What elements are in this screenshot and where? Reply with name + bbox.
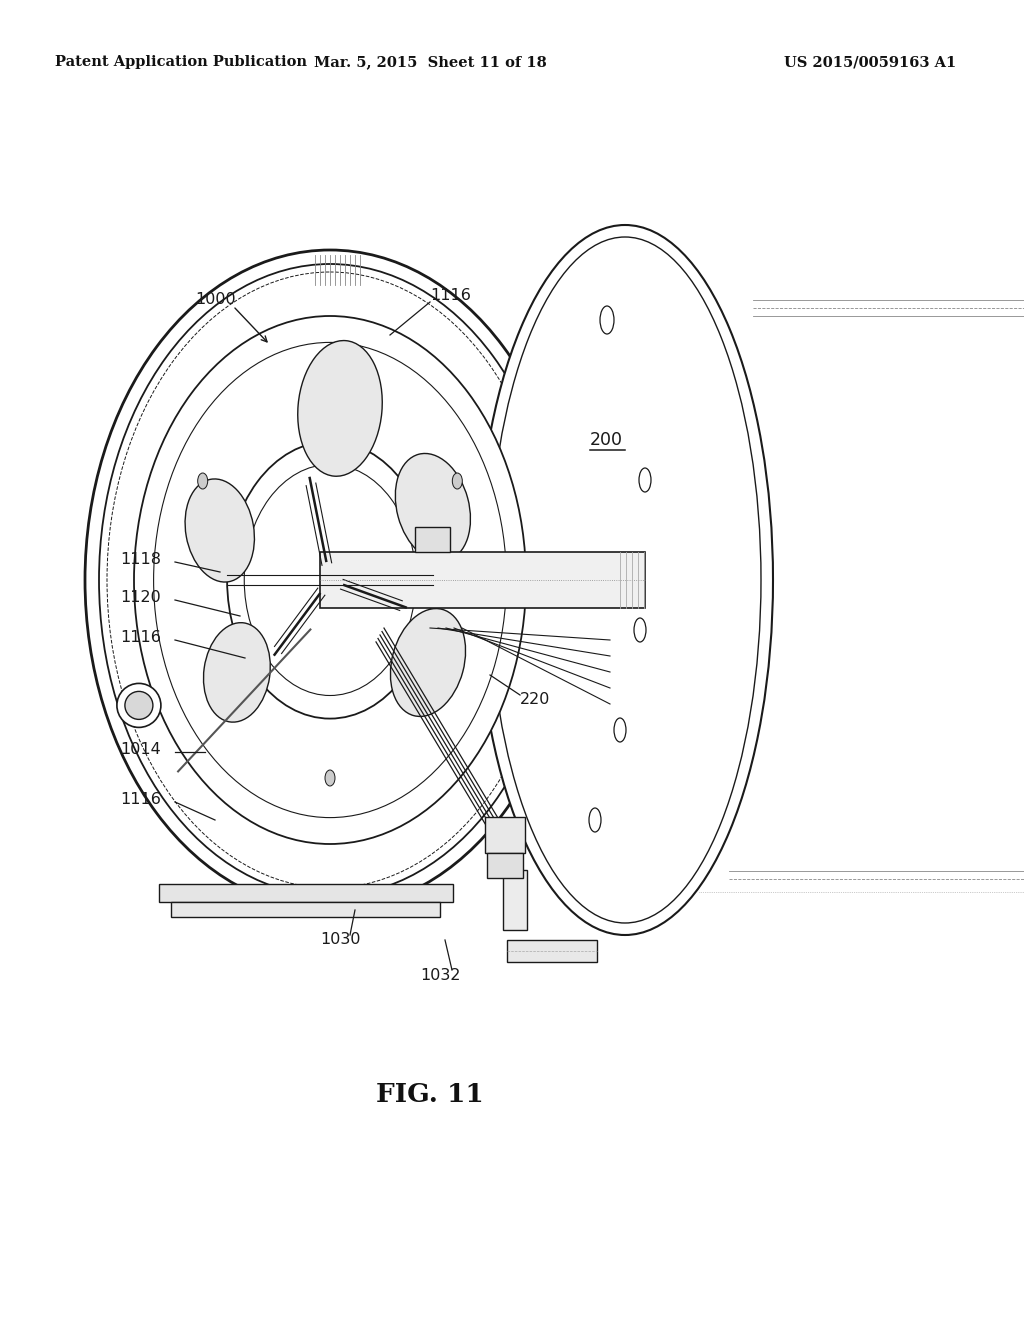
- Ellipse shape: [204, 623, 270, 722]
- Ellipse shape: [117, 684, 161, 727]
- Bar: [503, 870, 527, 931]
- Ellipse shape: [390, 609, 466, 717]
- Text: 200: 200: [590, 432, 623, 449]
- Ellipse shape: [589, 808, 601, 832]
- Ellipse shape: [227, 441, 433, 718]
- Text: 1030: 1030: [319, 932, 360, 948]
- Text: 1032: 1032: [420, 968, 461, 982]
- Text: 1118: 1118: [120, 553, 161, 568]
- Text: Mar. 5, 2015  Sheet 11 of 18: Mar. 5, 2015 Sheet 11 of 18: [313, 55, 547, 69]
- Text: 1116: 1116: [430, 288, 471, 302]
- Bar: [487, 853, 523, 878]
- Ellipse shape: [634, 618, 646, 642]
- Ellipse shape: [639, 469, 651, 492]
- Polygon shape: [319, 552, 645, 609]
- Text: 220: 220: [520, 693, 550, 708]
- Text: US 2015/0059163 A1: US 2015/0059163 A1: [784, 55, 956, 69]
- Ellipse shape: [614, 718, 626, 742]
- Ellipse shape: [185, 479, 254, 582]
- Ellipse shape: [125, 692, 153, 719]
- Text: 1120: 1120: [120, 590, 161, 606]
- Ellipse shape: [198, 473, 208, 488]
- Bar: [485, 817, 525, 853]
- Bar: [507, 940, 597, 962]
- Ellipse shape: [325, 770, 335, 785]
- Bar: [415, 527, 450, 552]
- Text: 1000: 1000: [195, 293, 236, 308]
- Text: 1014: 1014: [120, 742, 161, 758]
- Ellipse shape: [134, 315, 526, 843]
- Text: FIG. 11: FIG. 11: [376, 1082, 484, 1107]
- Ellipse shape: [395, 454, 470, 561]
- Ellipse shape: [477, 224, 773, 935]
- Text: 1116: 1116: [120, 792, 161, 808]
- Ellipse shape: [85, 249, 575, 909]
- Bar: [159, 883, 453, 902]
- Bar: [171, 902, 440, 916]
- Ellipse shape: [600, 306, 614, 334]
- Ellipse shape: [99, 264, 561, 896]
- Text: 1116: 1116: [120, 631, 161, 645]
- Text: Patent Application Publication: Patent Application Publication: [55, 55, 307, 69]
- Ellipse shape: [298, 341, 382, 477]
- Ellipse shape: [453, 473, 462, 488]
